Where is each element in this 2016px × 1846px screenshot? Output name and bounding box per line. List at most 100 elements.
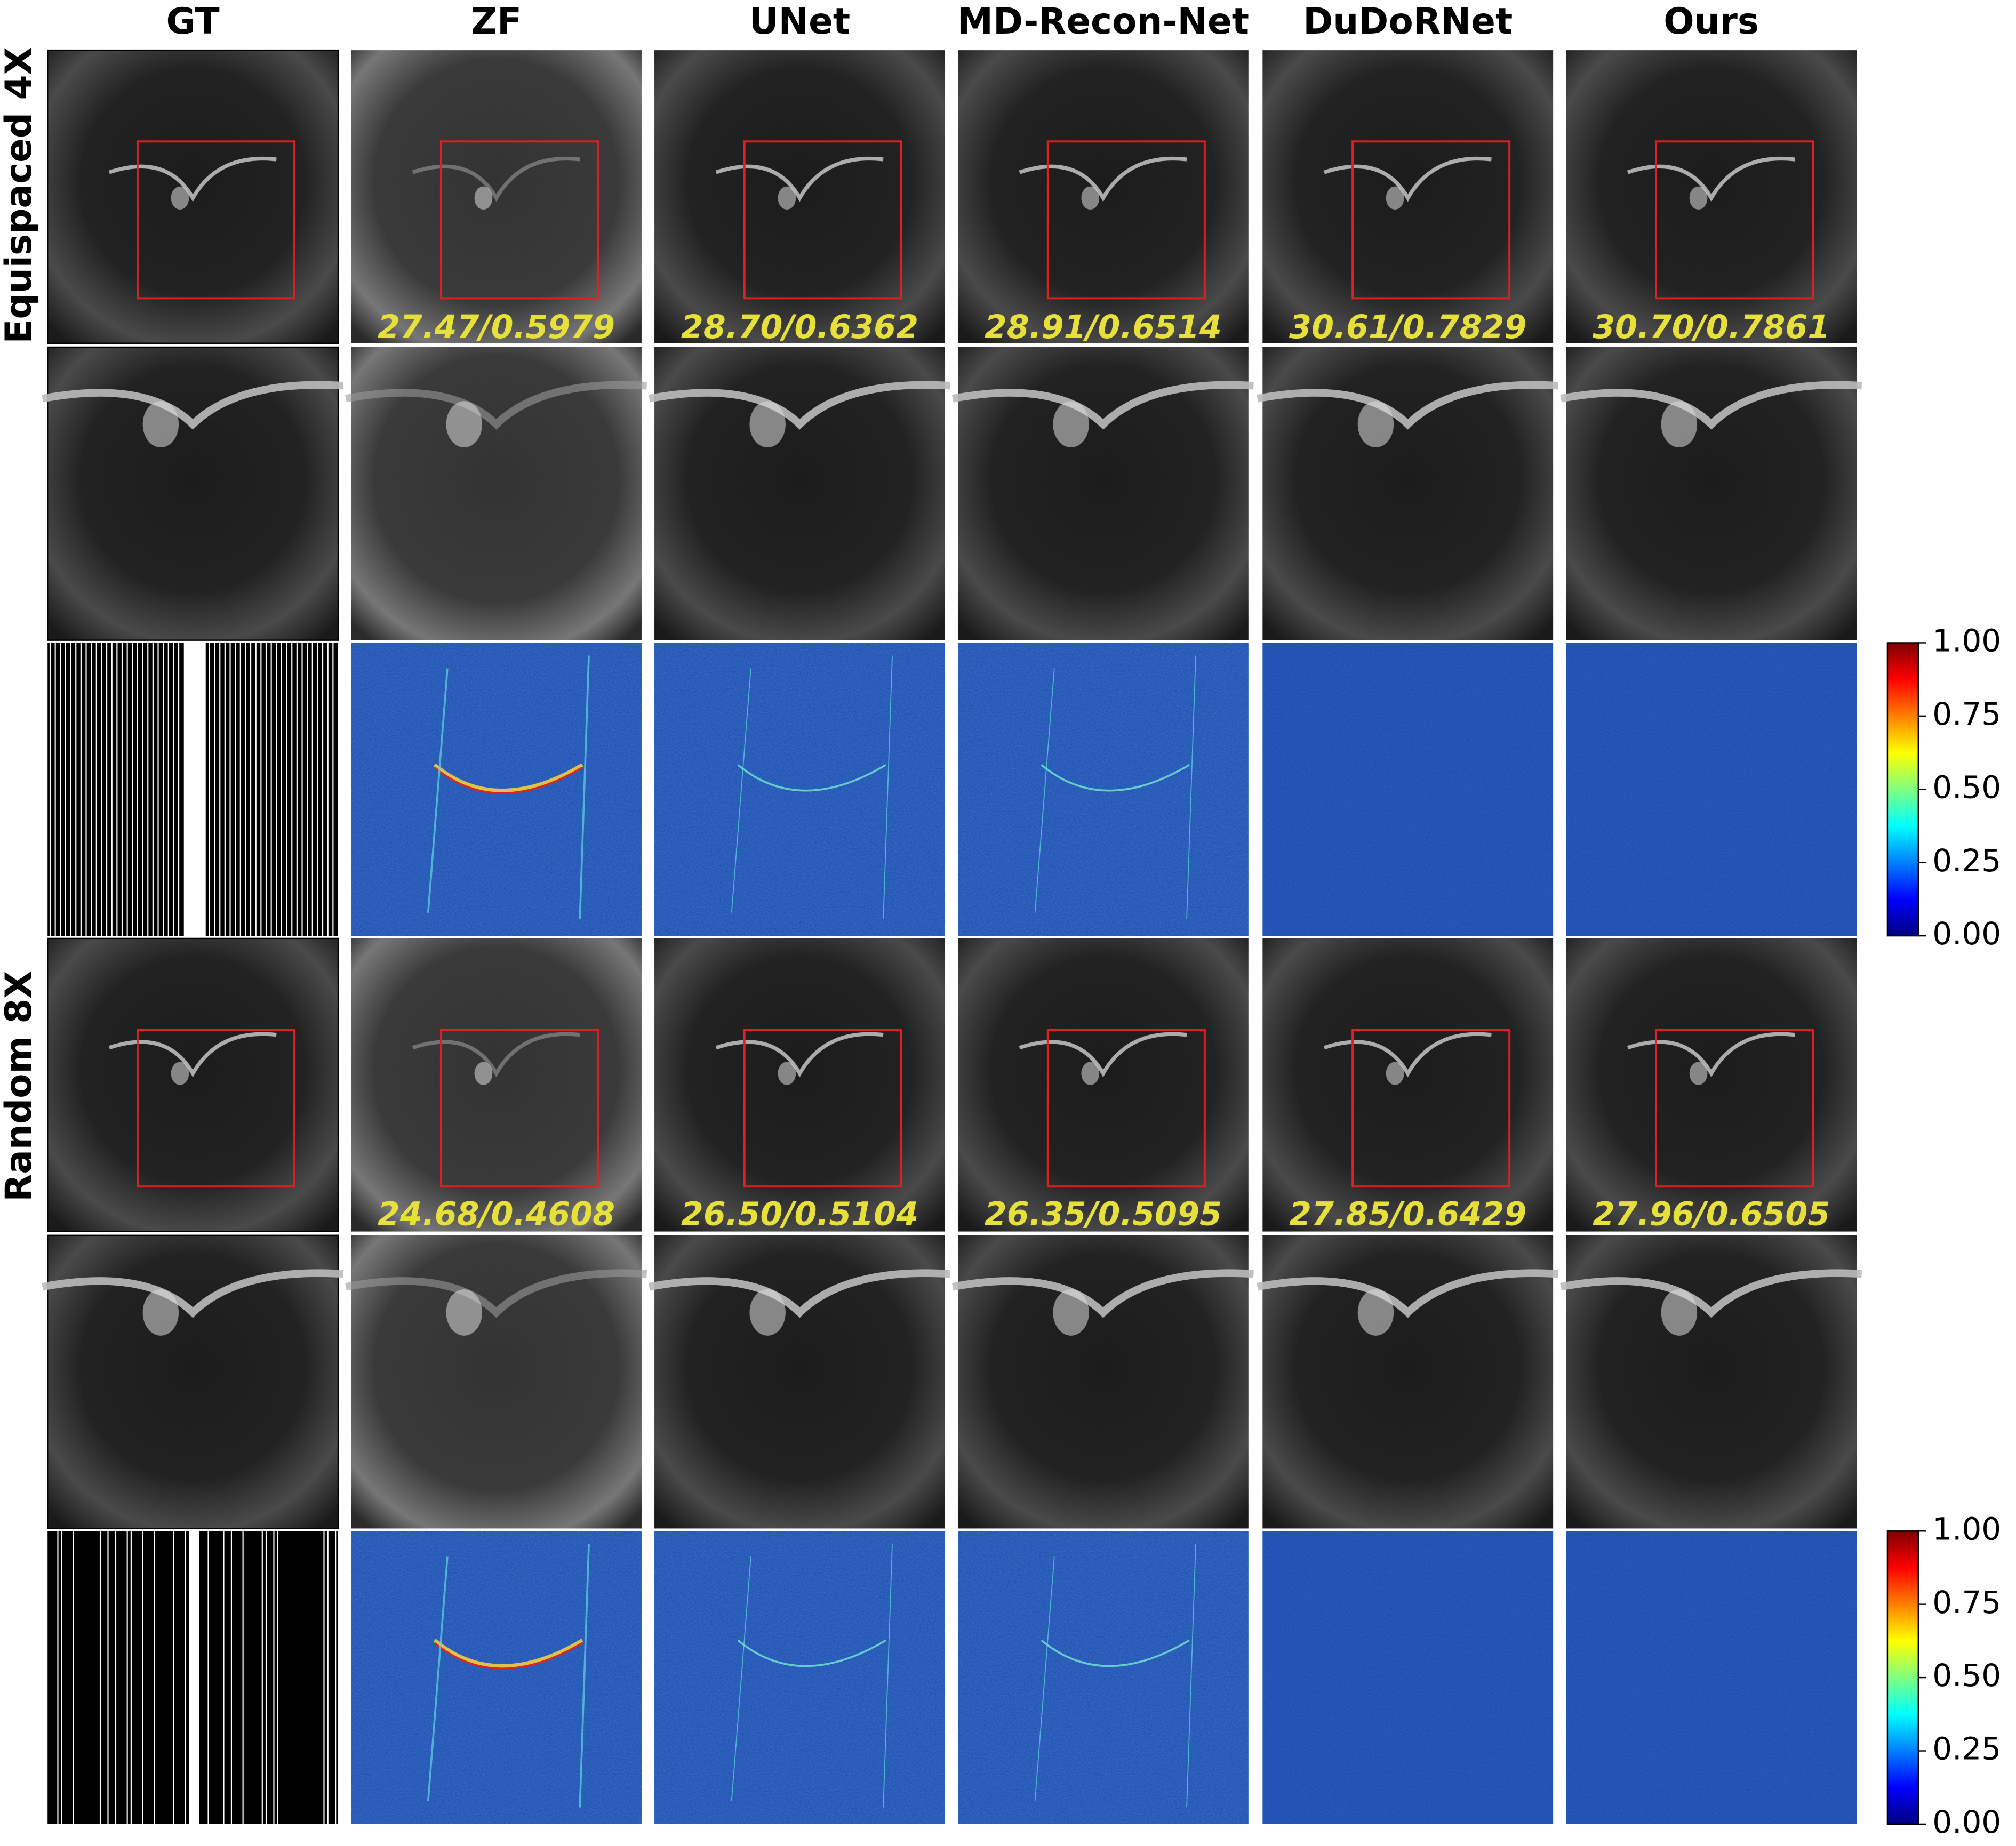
- metric-label: 30.61/0.7829: [1289, 309, 1526, 346]
- anatomy: [171, 186, 189, 210]
- image-panel: [46, 937, 339, 1232]
- anatomy: [1053, 1289, 1089, 1336]
- anatomy: [1661, 401, 1698, 448]
- image-panel: [957, 643, 1249, 936]
- anatomy: [1386, 186, 1404, 210]
- image-panel: [649, 1235, 950, 1529]
- anatomy: [142, 1289, 179, 1336]
- anatomy: [1689, 186, 1708, 210]
- anatomy: [1019, 1032, 1187, 1078]
- error-structure: [1034, 1544, 1196, 1808]
- image-panel: [957, 1531, 1249, 1824]
- mask-gap: [183, 643, 206, 936]
- roi-box: [137, 140, 295, 300]
- mri-image: [1262, 938, 1554, 1232]
- anatomy: [446, 401, 483, 448]
- colorbar-tick-label: 0.00: [1932, 916, 2001, 952]
- metric-label: 27.47/0.5979: [378, 309, 615, 346]
- anatomy: [1257, 381, 1559, 430]
- image-panel: [1262, 938, 1554, 1232]
- colorbar-tick-label: 0.25: [1932, 1731, 2001, 1767]
- image-panel: [351, 643, 642, 936]
- anatomy: [345, 1269, 647, 1318]
- error-noise: [1566, 1531, 1857, 1824]
- metric-label: 27.96/0.6505: [1593, 1196, 1830, 1233]
- colorbar-tick-label: 1.00: [1932, 623, 2001, 659]
- colorbar-tick-label: 1.00: [1932, 1511, 2001, 1547]
- mri-image: [351, 938, 642, 1232]
- anatomy: [649, 1269, 950, 1318]
- image-panel: [654, 1531, 945, 1824]
- roi-box: [1046, 140, 1206, 300]
- image-panel: [42, 1234, 344, 1529]
- anatomy: [412, 156, 580, 202]
- image-panel: [1262, 50, 1554, 343]
- error-structure: [731, 1544, 893, 1808]
- anatomy: [715, 156, 884, 202]
- image-panel: [654, 643, 945, 936]
- anatomy: [474, 1062, 493, 1085]
- anatomy: [1689, 1062, 1708, 1085]
- error-structure: [434, 1642, 583, 1670]
- image-panel: [345, 347, 647, 640]
- anatomy: [1357, 1289, 1394, 1336]
- image-panel: [1262, 1531, 1554, 1824]
- colorbar-tick-label: 0.75: [1932, 696, 2001, 732]
- error-structure: [427, 1544, 590, 1808]
- colorbar: [1886, 1530, 1919, 1825]
- metric-label: 26.35/0.5095: [985, 1196, 1222, 1233]
- row-label: Equispaced 4X: [0, 47, 39, 343]
- mri-image: [46, 937, 339, 1232]
- image-panel: [1560, 347, 1862, 640]
- image-panel: [957, 938, 1249, 1232]
- anatomy: [42, 381, 344, 430]
- image-panel: [351, 50, 642, 343]
- error-noise: [1566, 643, 1857, 936]
- error-structure: [1034, 655, 1196, 919]
- image-panel: [957, 50, 1249, 343]
- image-panel: [952, 347, 1254, 640]
- anatomy: [749, 1289, 786, 1336]
- roi-box: [743, 1029, 902, 1188]
- error-structure: [433, 1639, 583, 1668]
- anatomy: [1053, 401, 1089, 448]
- colorbar-tick-label: 0.75: [1932, 1584, 2001, 1620]
- image-panel: [42, 346, 344, 641]
- column-header: UNet: [749, 0, 850, 42]
- column-header: Ours: [1663, 0, 1759, 42]
- metric-label: 30.70/0.7861: [1593, 309, 1830, 346]
- error-noise: [1262, 1531, 1554, 1824]
- metric-label: 26.50/0.5104: [681, 1196, 918, 1233]
- roi-box: [1351, 1029, 1511, 1188]
- image-panel: [351, 938, 642, 1232]
- colorbar-tick-label: 0.50: [1932, 1657, 2001, 1693]
- roi-box: [743, 140, 902, 300]
- mri-image: [654, 938, 945, 1232]
- image-panel: [345, 1235, 647, 1529]
- anatomy: [171, 1062, 189, 1085]
- column-header: DuDoRNet: [1303, 0, 1513, 42]
- mri-image: [957, 938, 1249, 1232]
- anatomy: [1661, 1289, 1698, 1336]
- anatomy: [1386, 1062, 1404, 1085]
- roi-box: [1655, 1029, 1814, 1188]
- error-noise: [957, 1531, 1249, 1824]
- anatomy: [1357, 401, 1394, 448]
- image-panel: [1566, 643, 1857, 936]
- colorbar-tick-label: 0.50: [1932, 769, 2001, 805]
- error-noise: [351, 1531, 642, 1824]
- image-panel: [47, 1531, 339, 1824]
- anatomy: [1257, 1269, 1559, 1318]
- anatomy: [1019, 156, 1187, 202]
- image-panel: [649, 347, 950, 640]
- image-panel: [351, 1531, 642, 1824]
- image-panel: [1560, 1235, 1862, 1529]
- anatomy: [952, 1269, 1254, 1318]
- anatomy: [1560, 381, 1862, 430]
- image-panel: [1566, 1531, 1857, 1824]
- anatomy: [446, 1289, 483, 1336]
- column-header: ZF: [471, 0, 522, 42]
- anatomy: [142, 401, 179, 448]
- error-structure: [434, 766, 583, 794]
